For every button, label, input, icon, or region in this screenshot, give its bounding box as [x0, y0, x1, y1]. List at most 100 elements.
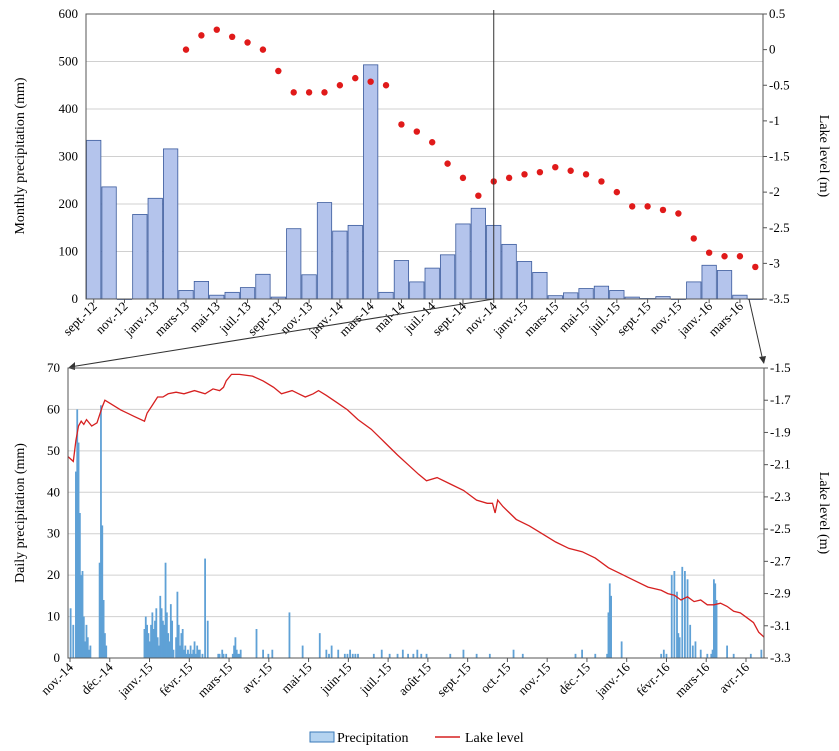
monthly-precip-bar: [347, 224, 363, 300]
daily-precip-bar: [420, 653, 423, 658]
daily-precip-bar: [732, 653, 735, 658]
daily-precip-bar: [198, 649, 201, 658]
monthly-x-tick-label: mai-13: [186, 299, 223, 336]
daily-precip-bar: [660, 653, 663, 658]
daily-y2-tick-label: -2.1: [770, 457, 791, 472]
daily-x-tick-label: mai-15: [278, 660, 315, 697]
daily-precip-bar: [104, 633, 106, 658]
daily-precip-bar: [271, 649, 274, 658]
daily-precip-bar: [694, 641, 697, 658]
connector-right-arrow: [759, 356, 766, 364]
monthly-y2-tick-label: 0.5: [769, 6, 785, 21]
daily-precip-bar: [262, 649, 264, 658]
daily-x-tick-label: mars-16: [672, 659, 713, 700]
daily-precip-bar: [167, 633, 170, 658]
daily-precip-bar: [158, 645, 160, 658]
monthly-precip-bar: [439, 254, 456, 300]
daily-precip-bar: [193, 641, 196, 658]
monthly-panel: 0 100 200 300 400 500 600 0.5 0 -0.5 -1 -1.5 -2 -2.5…: [13, 6, 831, 340]
daily-precip-bar: [689, 624, 692, 658]
daily-precip-bar: [237, 653, 239, 658]
daily-y-tick-label: 70: [47, 360, 60, 375]
monthly-lake-dot: [598, 178, 605, 185]
daily-precip-bar: [162, 620, 164, 658]
monthly-lake-dot: [752, 263, 759, 271]
daily-x-ticks: nov.-14 déc.-14 janv.-15 févr.-15 mars-15 avr…: [38, 658, 753, 701]
daily-x-tick-label: déc.-14: [78, 659, 116, 697]
daily-precip-bar: [235, 649, 238, 658]
monthly-precip-bar: [193, 281, 209, 300]
daily-y-tick-label: 40: [47, 484, 60, 499]
daily-x-tick-label: janv.-16: [592, 659, 633, 700]
daily-precip-bar: [607, 612, 610, 658]
daily-x-tick-label: janv.-15: [115, 660, 156, 701]
daily-precip-bar: [164, 562, 167, 658]
monthly-lake-dot: [690, 235, 697, 242]
daily-precip-bar: [412, 653, 415, 658]
daily-precip-bar: [337, 649, 340, 658]
daily-precip-bar: [179, 645, 181, 658]
daily-precip-bar: [80, 575, 83, 658]
daily-precip-bar: [665, 653, 668, 658]
daily-precip-bar: [686, 579, 689, 658]
daily-precip-bar: [84, 641, 87, 658]
daily-x-tick-label: juin-15: [317, 660, 355, 698]
monthly-lake-dot: [521, 171, 528, 178]
daily-precip-bar: [156, 637, 159, 658]
daily-precip-bar: [388, 653, 391, 658]
daily-precip-bar: [192, 649, 195, 658]
monthly-lake-dot: [398, 121, 405, 128]
daily-precip-bar: [188, 653, 191, 658]
daily-y2-tick-label: -1.5: [770, 360, 791, 375]
daily-precip-bar: [75, 471, 77, 658]
monthly-y2-tick-label: 0: [769, 42, 776, 57]
monthly-precip-bar: [609, 290, 625, 300]
daily-y-tick-label: 30: [47, 526, 60, 541]
monthly-lake-dot: [659, 206, 667, 214]
legend: Precipitation Lake level: [309, 731, 524, 746]
daily-precip-bar: [82, 616, 85, 658]
daily-precip-bar: [233, 645, 235, 658]
monthly-lake-dot: [629, 203, 636, 210]
daily-precip-bar: [330, 645, 333, 658]
daily-precip-bar: [204, 558, 206, 658]
daily-precip-bar: [521, 653, 524, 658]
monthly-y-tick-label: 100: [59, 244, 79, 259]
monthly-precip-bar: [701, 264, 717, 300]
daily-y2-ticks: -1.5 -1.7 -1.9 -2.1 -2.3 -2.5 -2.7 -2.9 -3.1 -3.3: [764, 360, 791, 665]
daily-precip-bar: [76, 409, 79, 658]
daily-precip-bar: [714, 583, 717, 658]
daily-precip-bar: [189, 645, 192, 658]
daily-precip-bar: [89, 645, 92, 658]
monthly-lake-dot: [459, 174, 467, 182]
monthly-x-tick-label: sept.-15: [614, 299, 654, 339]
daily-precip-bar: [488, 653, 491, 658]
daily-precip-bar: [165, 612, 168, 658]
daily-plot-frame: [67, 367, 765, 659]
monthly-lake-dot: [213, 26, 220, 33]
daily-precip-bar: [72, 624, 75, 658]
monthly-y2-ticks: 0.5 0 -0.5 -1 -1.5 -2 -2.5 -3 -3.5: [763, 6, 790, 306]
daily-y2-tick-label: -1.7: [770, 392, 791, 407]
monthly-lake-dot: [275, 67, 282, 75]
daily-precip-bar: [151, 612, 154, 658]
daily-precip-bar: [357, 653, 359, 658]
daily-precip-bar: [662, 649, 665, 658]
daily-precip-bar: [715, 600, 718, 658]
monthly-precip-bar: [163, 148, 179, 300]
daily-precip-bar: [150, 624, 152, 658]
monthly-lake-dot: [413, 128, 421, 135]
daily-precip-bar: [677, 633, 680, 658]
daily-precip-bar: [172, 649, 175, 658]
connector-left: [69, 298, 494, 368]
daily-precip-bar: [146, 624, 148, 658]
daily-precip-bar: [706, 653, 709, 658]
monthly-precip-bar: [301, 274, 317, 300]
monthly-gridlines: [86, 13, 763, 300]
daily-y2-tick-label: -3.3: [770, 650, 791, 665]
monthly-lake-dot: [736, 253, 744, 260]
daily-precip-bars: [69, 405, 763, 658]
daily-x-tick-label: avr.-16: [716, 659, 753, 696]
monthly-y2-tick-label: -1.5: [769, 149, 790, 164]
monthly-precip-bar: [316, 202, 333, 300]
